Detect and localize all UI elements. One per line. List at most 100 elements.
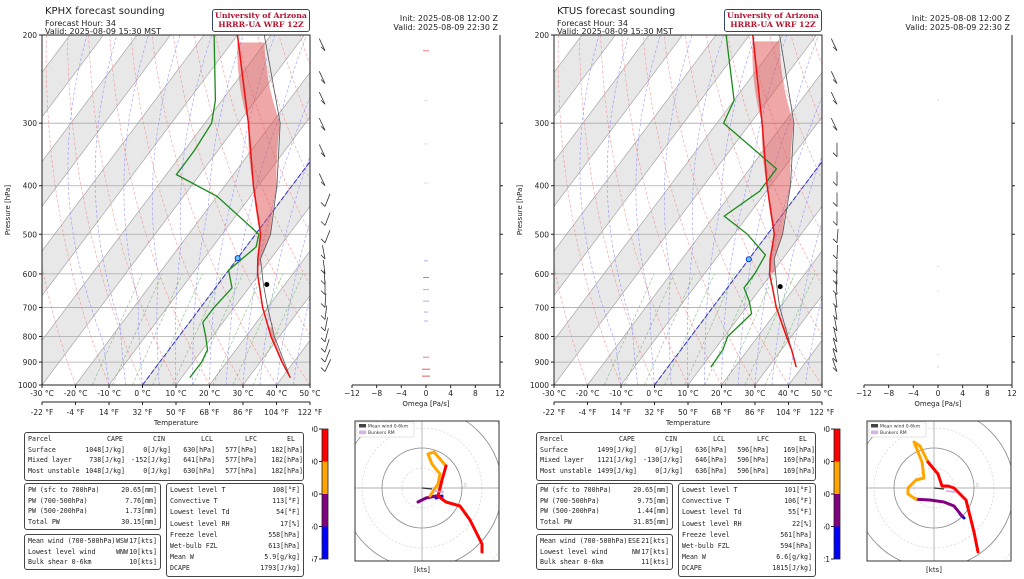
surface-positive-area — [267, 327, 291, 378]
thermo-label: Lowest level T — [170, 486, 226, 494]
dry-adiabat — [854, 35, 1024, 385]
wind-barb — [832, 338, 838, 353]
colorbar-segment — [322, 494, 328, 527]
wind-barb — [318, 91, 326, 105]
isotherm-line — [512, 35, 515, 385]
pw-row: Total PW 31.85[mm] — [537, 517, 672, 528]
thermo-row: Mean W 6.6[g/kg] — [679, 552, 815, 563]
pw-value: 30.15[mm] — [121, 517, 157, 526]
x-tick-label-fahrenheit: 122 °F — [298, 408, 323, 417]
moist-adiabat — [635, 35, 661, 385]
isotherm-line — [687, 205, 822, 385]
moist-adiabat — [579, 35, 622, 385]
moist-adiabat — [721, 35, 788, 385]
parcel-cell: 630[hPa] — [183, 445, 215, 454]
wind-barb — [832, 211, 838, 226]
omega-x-tick-label: 12 — [495, 389, 505, 398]
wind-barb — [832, 244, 838, 260]
isotherm-line — [554, 35, 717, 252]
colorbar-tick-label: 850 — [824, 523, 830, 532]
x-tick-label-celsius: -10 °C — [97, 389, 121, 398]
dry-adiabat — [684, 35, 822, 385]
x-tick-label-fahrenheit: 50 °F — [678, 408, 698, 417]
dry-adiabat — [939, 35, 1024, 385]
pw-value: 7.76[mm] — [125, 496, 157, 505]
x-tick-label-fahrenheit: 68 °F — [200, 408, 220, 417]
omega-x-tick-label: −12 — [344, 389, 360, 398]
colorbar-segment — [322, 461, 328, 494]
wind-direction: NW — [632, 547, 640, 556]
pw-label: PW (500-200hPa) — [28, 507, 88, 515]
thermo-row: DCAPE 1815[J/kg] — [679, 563, 815, 574]
mixing-ratio-line — [112, 273, 163, 385]
isotherm-line — [242, 295, 310, 385]
hodo-ring — [312, 419, 512, 579]
isotherm-line — [554, 35, 750, 297]
omega-x-axis-label: Omega [Pa/s] — [402, 400, 450, 408]
isotherm-line — [42, 35, 238, 297]
isotherm-line — [42, 35, 205, 252]
pw-label: PW (sfc to 700hPa) — [540, 486, 612, 494]
legend-box — [868, 421, 927, 438]
pw-row: PW (700-500hPa) 9.75[mm] — [537, 496, 672, 507]
parcel-cell: 641[hPa] — [183, 456, 215, 464]
colorbar-tick-label: 700 — [824, 490, 830, 499]
wind-label: Mean wind (700-500hPa) — [28, 537, 116, 545]
parcel-cell: -130[J/kg] — [643, 456, 683, 464]
bunkers-rm-arrow — [433, 490, 445, 493]
pw-row: PW (700-500hPa) 7.76[mm] — [25, 496, 160, 507]
y-tick-label: 700 — [535, 303, 550, 312]
isotherm-line — [554, 35, 784, 341]
init-time: Init: 2025-08-08 12:00 Z — [911, 14, 1010, 23]
mixing-ratio-line — [212, 273, 263, 385]
init-time: Init: 2025-08-08 12:00 Z — [399, 14, 498, 23]
hodo-trace-200-500 — [436, 464, 484, 554]
x-tick-label-celsius: -20 °C — [64, 389, 88, 398]
lcl-marker — [264, 282, 270, 288]
isotherm-line — [42, 35, 171, 207]
colorbar-segment — [322, 526, 328, 559]
thermo-label: Lowest level Td — [170, 508, 230, 517]
thermo-value: 594[hPa] — [780, 541, 812, 550]
temperature-line — [752, 35, 797, 368]
x-tick-label-fahrenheit: -4 °F — [67, 408, 85, 417]
x-tick-label-fahrenheit: 14 °F — [611, 408, 631, 417]
parcel-header-cell: LCL — [201, 435, 213, 443]
plot-area — [42, 35, 310, 385]
legend-swatch-mean-wind — [359, 424, 366, 428]
colorbar-segment — [834, 526, 840, 559]
sounding-panel-ktus: KTUS forecast sounding Forecast Hour: 34… — [512, 0, 1024, 579]
wind-direction: ESE — [628, 537, 640, 545]
wind-barb — [320, 229, 331, 244]
x-tick-label-fahrenheit: 32 °F — [133, 408, 153, 417]
thermo-row: Wet-bulb FZL 594[hPa] — [679, 541, 815, 552]
isotherm-line — [754, 295, 822, 385]
mixing-ratio-line — [684, 273, 735, 385]
wind-table: Mean wind (700-500hPa) ESE 21[kts] Lowest l… — [536, 534, 673, 570]
isotherm-line — [209, 250, 310, 385]
wind-value: 17[kts] — [641, 547, 669, 556]
legend-label-mean-wind: Mean wind 0-6km — [880, 424, 920, 430]
dry-adiabat — [45, 35, 110, 385]
station-title: KPHX forecast sounding — [45, 6, 165, 17]
wind-barb — [830, 71, 838, 84]
dry-adiabat — [897, 35, 1024, 385]
colorbar-tick-label: 200 — [824, 425, 830, 434]
pw-table: PW (sfc to 700hPa) 20.65[mm] PW (700-500hP… — [536, 483, 673, 530]
wind-barb — [832, 305, 838, 320]
thermo-value: 1815[J/kg] — [772, 564, 812, 573]
y-tick-label: 400 — [23, 182, 38, 191]
pw-label: Total PW — [540, 517, 572, 526]
hodo-ring-label: 10 — [972, 483, 979, 489]
freeze-level-marker — [745, 256, 752, 263]
mixing-ratio-line — [664, 273, 715, 385]
parcel-header-cell: Parcel — [540, 435, 564, 443]
thermo-label: Freeze level — [170, 530, 218, 539]
omega-x-tick-label: −12 — [856, 389, 872, 398]
omega-x-tick-label: −4 — [396, 389, 407, 398]
parcel-cell: 646[hPa] — [695, 456, 727, 464]
wind-barb — [320, 293, 327, 308]
x-tick-label-celsius: 20 °C — [711, 389, 732, 398]
y-tick-label: 200 — [23, 31, 38, 40]
moist-adiabat — [704, 35, 756, 385]
